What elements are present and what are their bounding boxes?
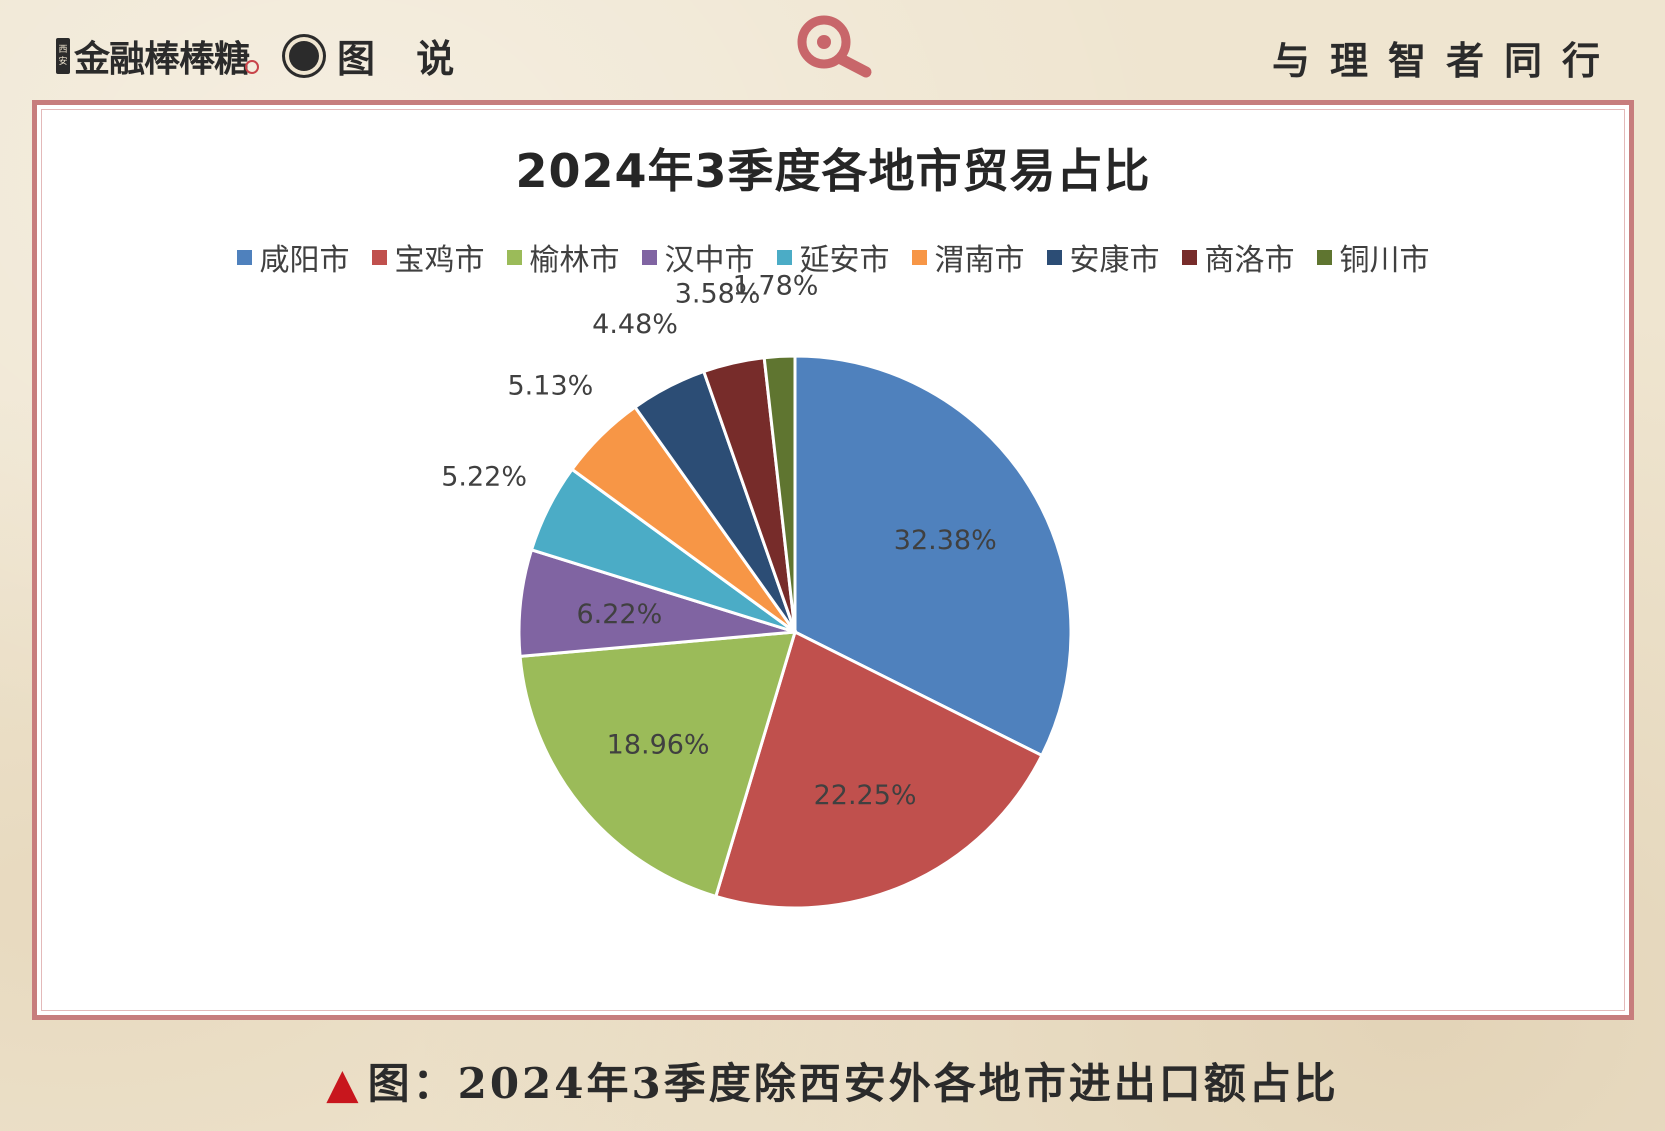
brand-name: 金融棒棒糖 — [74, 38, 250, 80]
legend-item: 宝鸡市 — [371, 235, 485, 279]
legend-swatch — [1316, 249, 1332, 265]
legend-swatch — [641, 249, 657, 265]
legend-label: 咸阳市 — [259, 243, 350, 278]
legend-item: 咸阳市 — [236, 235, 350, 279]
legend-item: 铜川市 — [1316, 235, 1430, 279]
pie-slice — [518, 630, 798, 899]
legend-swatch — [776, 249, 792, 265]
legend-swatch — [911, 249, 927, 265]
legend-label: 安康市 — [1069, 243, 1160, 278]
data-label: 4.48% — [592, 309, 678, 340]
caption-text: 图：2024年3季度除西安外各地市进出口额占比 — [367, 1059, 1339, 1108]
legend-swatch — [506, 249, 522, 265]
triangle-up-icon: ▲ — [326, 1059, 362, 1108]
slogan: 与理智者同行 — [1271, 39, 1620, 83]
legend-item: 汉中市 — [641, 235, 755, 279]
data-label: 3.58% — [675, 279, 761, 310]
legend-label: 渭南市 — [934, 243, 1025, 278]
legend-item: 延安市 — [776, 235, 890, 279]
legend-label: 商洛市 — [1204, 243, 1295, 278]
data-label: 5.13% — [508, 370, 594, 401]
legend-label: 汉中市 — [664, 243, 755, 278]
legend-label: 延安市 — [799, 243, 890, 278]
legend-swatch — [371, 249, 387, 265]
magnifier-logo-icon — [797, 15, 872, 78]
data-label: 32.38% — [894, 525, 997, 556]
legend-label: 铜川市 — [1339, 243, 1430, 278]
data-label: 6.22% — [576, 599, 662, 630]
chart-title: 2024年3季度各地市贸易占比 — [515, 144, 1151, 198]
legend-item: 商洛市 — [1181, 235, 1295, 279]
figure-caption: ▲ 图：2024年3季度除西安外各地市进出口额占比 — [0, 1050, 1665, 1111]
pie-chart: 32.38% 22.25% 18.96% 6.22% 5.22% 5.13% 4.48%3.… — [441, 271, 1073, 910]
legend-item: 榆林市 — [506, 235, 620, 279]
legend-label: 宝鸡市 — [394, 243, 485, 278]
pie-slice — [793, 354, 1073, 758]
brand-badge-char-2: 安 — [58, 56, 68, 67]
data-label: 5.22% — [441, 462, 527, 493]
chart-frame-inner — [41, 109, 1625, 1011]
brand-badge-char-1: 西 — [58, 44, 68, 55]
data-label: 22.25% — [814, 780, 917, 811]
brand: 西 安 金融棒棒糖 图 说 — [56, 28, 468, 83]
legend-item: 渭南市 — [911, 235, 1025, 279]
record-dot-icon — [289, 40, 320, 71]
data-label: 1.78% — [733, 271, 819, 302]
header-bar: 西 安 金融棒棒糖 图 说 与理智者同行 — [0, 0, 1665, 100]
chart-frame: 2024年3季度各地市贸易占比 咸阳市 宝鸡市 榆林市 汉中市 延安市 渭南市 安康市 商洛市… — [32, 100, 1634, 1020]
brand-badge-icon: 西 安 — [56, 37, 70, 74]
legend-item: 安康市 — [1046, 235, 1160, 279]
pie-slice — [713, 629, 1044, 910]
data-label: 18.96% — [607, 730, 710, 761]
legend-swatch — [1181, 249, 1197, 265]
legend-swatch — [236, 249, 252, 265]
legend-swatch — [1046, 249, 1062, 265]
legend-label: 榆林市 — [529, 243, 620, 278]
chart-legend: 咸阳市 宝鸡市 榆林市 汉中市 延安市 渭南市 安康市 商洛市 铜川市 — [37, 235, 1629, 279]
section-title: 图 说 — [337, 37, 469, 81]
pie-slice — [762, 354, 797, 633]
brand-magnifier-icon — [245, 59, 260, 74]
